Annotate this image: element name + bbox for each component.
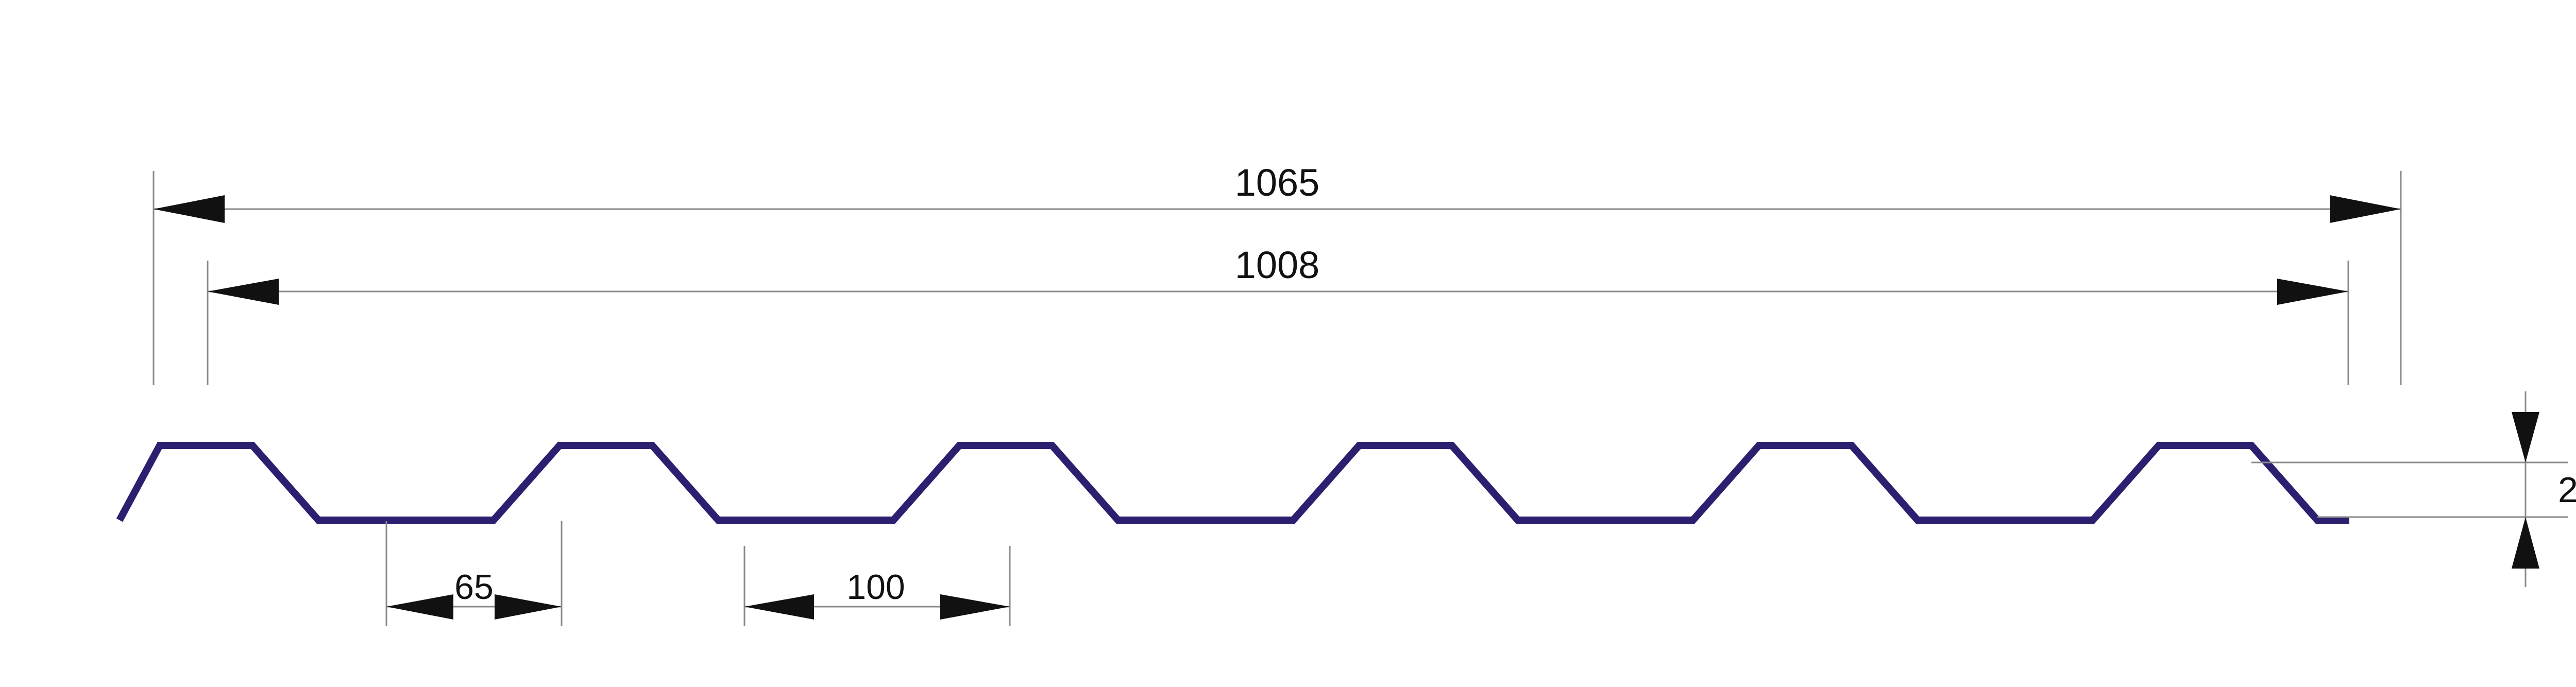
profile-height-dimension: 21 мм (2251, 391, 2576, 587)
arrow-left-icon (744, 594, 814, 620)
arrow-left-icon (154, 195, 225, 223)
overall-width-dimension: 1065 (152, 161, 2402, 385)
valley-width-dimension: 65 (385, 521, 563, 626)
profile-height-label: 21 мм (2558, 470, 2576, 510)
valley-width-label: 65 (454, 568, 494, 607)
arrow-up-icon (2512, 517, 2539, 569)
arrow-down-icon (2512, 412, 2539, 462)
arrow-right-icon (2277, 279, 2348, 305)
working-width-dimension: 1008 (207, 244, 2349, 385)
overall-width-label: 1065 (1235, 161, 1320, 204)
profile-end-slope (2248, 443, 2320, 523)
arrow-left-icon (386, 594, 453, 620)
profile-polyline (116, 442, 2493, 524)
rib-pitch-dimension: 100 (743, 546, 1011, 626)
arrow-right-icon (940, 594, 1010, 620)
working-width-label: 1008 (1235, 244, 1320, 286)
arrow-left-icon (208, 279, 279, 305)
profile-tail-mask (2349, 422, 2576, 556)
rib-pitch-label: 100 (846, 568, 905, 607)
sheet-profile (116, 442, 2493, 524)
arrow-right-icon (495, 594, 562, 620)
arrow-right-icon (2330, 195, 2401, 223)
